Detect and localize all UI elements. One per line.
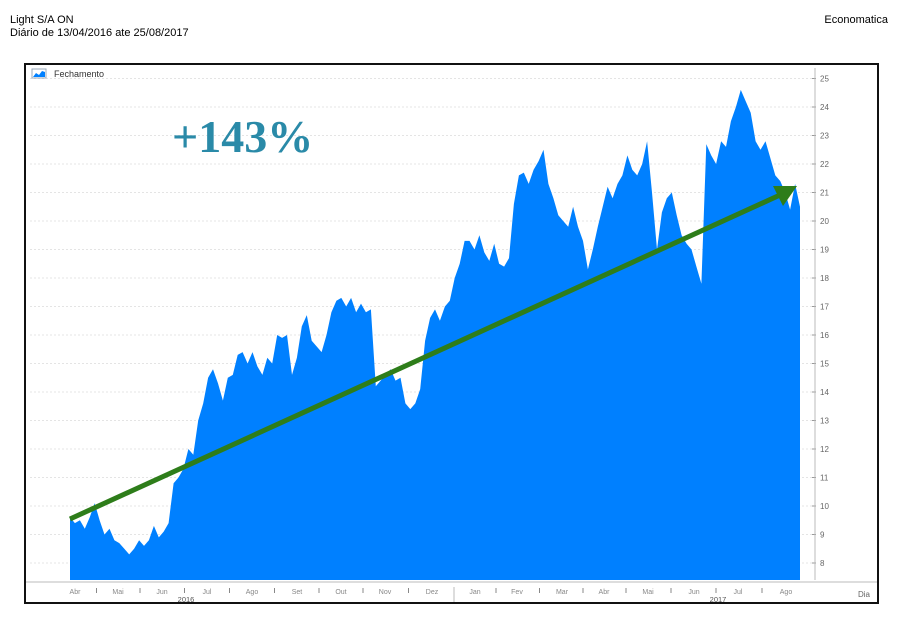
x-month-label: Mai [112, 589, 124, 596]
x-month-label: Jun [156, 589, 167, 596]
x-month-label: Fev [511, 589, 523, 596]
y-tick-label: 23 [820, 132, 829, 141]
y-tick-label: 12 [820, 445, 829, 454]
x-month-label: Nov [379, 589, 392, 596]
x-month-label: Dez [426, 589, 439, 596]
y-tick-label: 13 [820, 417, 829, 426]
y-tick-label: 21 [820, 189, 829, 198]
y-tick-label: 15 [820, 360, 829, 369]
x-month-label: Jul [203, 589, 212, 596]
x-month-label: Jan [469, 589, 480, 596]
y-tick-label: 19 [820, 246, 829, 255]
chart-frame [24, 63, 879, 604]
y-tick-label: 10 [820, 502, 829, 511]
x-month-label: Jun [688, 589, 699, 596]
x-month-label: Mar [556, 589, 569, 596]
chart-title: Light S/A ON [10, 14, 74, 26]
y-tick-label: 11 [820, 474, 829, 483]
y-tick-label: 17 [820, 303, 829, 312]
y-tick-label: 20 [820, 217, 829, 226]
x-axis-label: Dia [858, 590, 871, 599]
x-month-label: Mai [642, 589, 654, 596]
x-month-label: Jul [734, 589, 743, 596]
y-tick-label: 25 [820, 75, 829, 84]
x-year-label: 2017 [710, 595, 727, 604]
legend-label: Fechamento [54, 69, 104, 79]
y-tick-label: 14 [820, 388, 829, 397]
trend-arrow [68, 186, 797, 522]
chart-subtitle: Diário de 13/04/2016 ate 25/08/2017 [10, 27, 189, 39]
x-month-label: Out [335, 589, 346, 596]
series-area-fechamento [70, 89, 800, 581]
x-month-label: Ago [246, 589, 259, 596]
gain-annotation: +143% [172, 111, 313, 162]
y-tick-label: 24 [820, 103, 829, 112]
x-month-label: Set [292, 589, 303, 596]
y-tick-label: 16 [820, 331, 829, 340]
y-tick-label: 22 [820, 160, 829, 169]
x-year-label: 2016 [178, 595, 195, 604]
y-tick-label: 8 [820, 559, 825, 568]
x-month-label: Abr [599, 589, 611, 596]
x-month-label: Abr [70, 589, 82, 596]
legend: Fechamento [31, 68, 104, 79]
y-tick-label: 18 [820, 274, 829, 283]
area-chart-icon [31, 68, 47, 79]
y-tick-label: 9 [820, 531, 825, 540]
brand-label: Economatica [824, 14, 888, 26]
x-month-label: Ago [780, 589, 793, 596]
